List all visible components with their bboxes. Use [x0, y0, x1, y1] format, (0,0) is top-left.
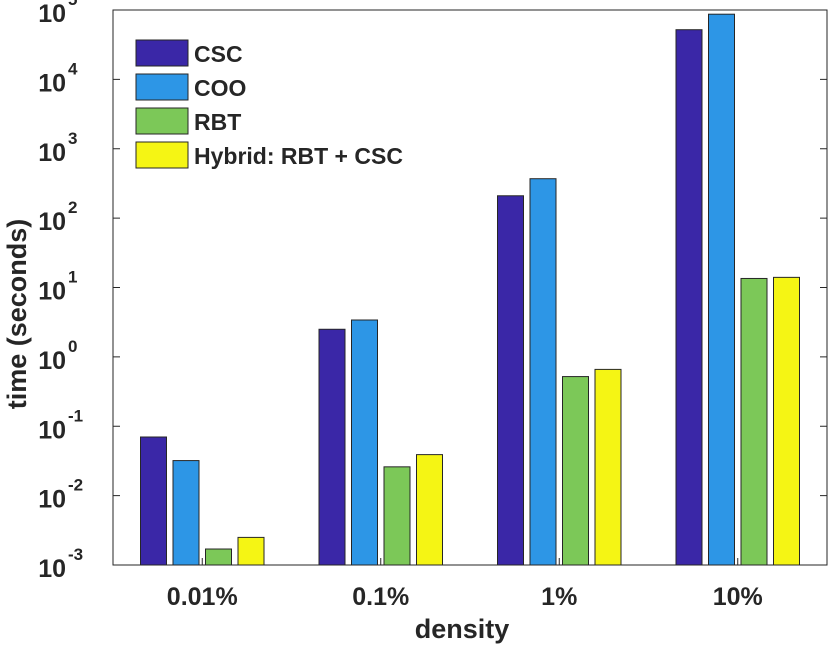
- legend-entry: COO: [194, 75, 246, 101]
- legend-entry: CSC: [194, 41, 243, 67]
- y-tick-exponent: 0: [68, 337, 77, 356]
- y-tick-label: 10: [38, 0, 66, 28]
- y-tick-label: 10: [38, 139, 66, 167]
- y-tick-label: 10: [38, 208, 66, 236]
- y-tick-exponent: -1: [68, 406, 83, 425]
- legend-swatch: [135, 73, 189, 101]
- bar: [205, 548, 232, 566]
- x-tick-label: 0.01%: [167, 583, 238, 611]
- bar: [708, 13, 735, 566]
- bar: [497, 195, 524, 566]
- bar: [740, 277, 768, 566]
- y-tick-exponent: -2: [68, 476, 83, 495]
- bar: [140, 436, 167, 566]
- legend-swatch: [135, 107, 189, 135]
- y-tick-exponent: 1: [68, 268, 77, 287]
- bar: [675, 29, 703, 566]
- y-tick-label: 10: [38, 416, 66, 444]
- bar: [416, 454, 443, 566]
- y-tick-exponent: 2: [68, 198, 77, 217]
- y-tick-label: 10: [38, 486, 66, 514]
- legend-entry: RBT: [194, 109, 241, 135]
- bar: [594, 368, 622, 566]
- bar: [773, 276, 800, 566]
- y-tick-exponent: 4: [68, 59, 78, 78]
- x-axis-label: density: [415, 614, 510, 644]
- y-tick-exponent: 5: [68, 0, 77, 9]
- legend-entry: Hybrid: RBT + CSC: [194, 143, 403, 169]
- plot-area: 10-310-210-11001011021031041050.01%0.1%1…: [38, 0, 828, 611]
- legend-swatch: [135, 39, 189, 67]
- y-tick-exponent: -3: [68, 545, 83, 564]
- bar: [562, 376, 589, 566]
- bar: [237, 536, 265, 566]
- y-tick-label: 10: [38, 555, 66, 583]
- x-tick-label: 1%: [541, 583, 577, 611]
- bar: [383, 466, 411, 566]
- bar: [172, 460, 200, 566]
- legend-swatch: [135, 141, 189, 169]
- y-tick-label: 10: [38, 69, 66, 97]
- bar: [318, 328, 346, 566]
- bar: [351, 319, 378, 566]
- y-tick-label: 10: [38, 347, 66, 375]
- x-tick-label: 0.1%: [352, 583, 409, 611]
- y-tick-exponent: 3: [68, 129, 77, 148]
- y-axis-label: time (seconds): [2, 219, 32, 410]
- bar: [529, 178, 557, 566]
- x-tick-label: 10%: [713, 583, 763, 611]
- y-tick-label: 10: [38, 278, 66, 306]
